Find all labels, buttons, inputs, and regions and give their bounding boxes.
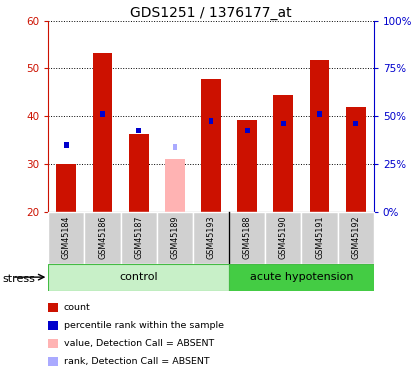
- Bar: [209, 118, 213, 124]
- Bar: [237, 120, 257, 212]
- Bar: [56, 164, 76, 212]
- Bar: [273, 95, 293, 212]
- Bar: [193, 212, 229, 264]
- Bar: [100, 111, 105, 117]
- Bar: [121, 212, 157, 264]
- Text: GSM45193: GSM45193: [207, 216, 215, 259]
- Bar: [136, 128, 141, 134]
- Text: percentile rank within the sample: percentile rank within the sample: [64, 321, 224, 330]
- Text: acute hypotension: acute hypotension: [250, 272, 353, 282]
- Bar: [265, 212, 302, 264]
- Text: GSM45188: GSM45188: [243, 216, 252, 259]
- Bar: [165, 159, 185, 212]
- Text: GSM45192: GSM45192: [351, 216, 360, 259]
- Bar: [281, 120, 286, 126]
- Bar: [84, 212, 121, 264]
- Bar: [229, 212, 265, 264]
- Text: value, Detection Call = ABSENT: value, Detection Call = ABSENT: [64, 339, 214, 348]
- Bar: [310, 60, 330, 212]
- Text: stress: stress: [2, 274, 35, 284]
- Bar: [346, 106, 366, 212]
- Bar: [173, 144, 177, 150]
- Text: GSM45186: GSM45186: [98, 216, 107, 259]
- Text: count: count: [64, 303, 91, 312]
- Text: GSM45191: GSM45191: [315, 216, 324, 259]
- Bar: [353, 120, 358, 126]
- Bar: [317, 111, 322, 117]
- Bar: [92, 53, 113, 212]
- Bar: [64, 142, 69, 148]
- Text: GSM45190: GSM45190: [279, 216, 288, 259]
- Bar: [245, 128, 249, 134]
- Bar: [48, 212, 84, 264]
- Bar: [338, 212, 374, 264]
- Text: GSM45184: GSM45184: [62, 216, 71, 259]
- Text: GSM45189: GSM45189: [171, 216, 179, 259]
- Text: GSM45187: GSM45187: [134, 216, 143, 259]
- Text: rank, Detection Call = ABSENT: rank, Detection Call = ABSENT: [64, 357, 210, 366]
- Bar: [48, 264, 229, 291]
- Bar: [157, 212, 193, 264]
- Bar: [229, 264, 374, 291]
- Bar: [201, 79, 221, 212]
- Bar: [302, 212, 338, 264]
- Title: GDS1251 / 1376177_at: GDS1251 / 1376177_at: [130, 6, 292, 20]
- Bar: [129, 134, 149, 212]
- Text: control: control: [119, 272, 158, 282]
